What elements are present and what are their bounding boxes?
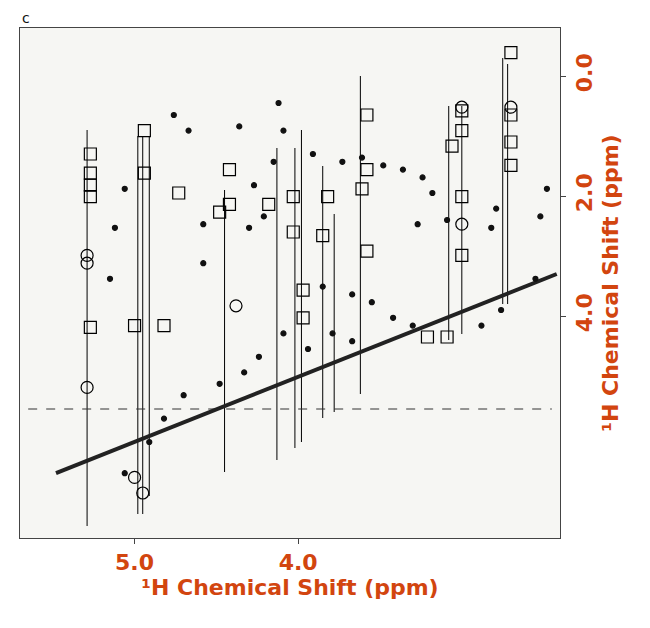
svg-text:¹H Chemical Shift (ppm): ¹H Chemical Shift (ppm)	[598, 134, 623, 431]
svg-text:c: c	[22, 10, 30, 26]
svg-text:¹H Chemical Shift (ppm): ¹H Chemical Shift (ppm)	[141, 575, 438, 600]
svg-text:2.0: 2.0	[572, 173, 597, 212]
svg-text:5.0: 5.0	[115, 550, 154, 575]
svg-text:4.0: 4.0	[572, 293, 597, 332]
svg-text:0.0: 0.0	[572, 53, 597, 92]
svg-text:4.0: 4.0	[279, 550, 318, 575]
